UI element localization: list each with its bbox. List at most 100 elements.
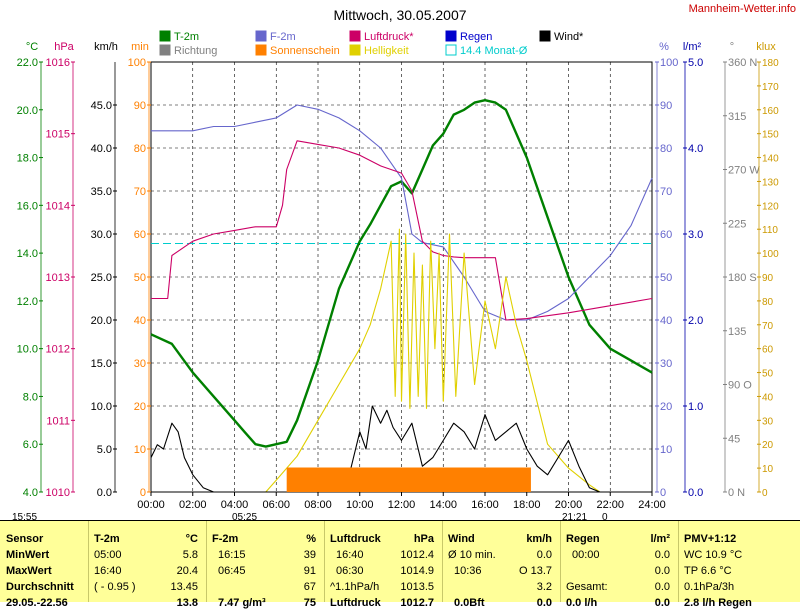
- wind-avg-value: 3.2: [536, 581, 552, 593]
- left-axis-2-tick-label: 10.0: [91, 401, 112, 413]
- right-axis-0-tick-label: 60: [660, 229, 672, 241]
- series-line-wind-: [150, 405, 611, 493]
- x-tick-label: 24:00: [638, 499, 666, 511]
- wind-min-value: 0.0: [536, 549, 552, 561]
- right-axis-3-tick-label: 140: [762, 154, 779, 165]
- left-axis-3-tick-label: 90: [134, 100, 146, 112]
- series-line-helligkeit: [265, 228, 601, 493]
- stats-col-pmv: PMV+1:12 WC 10.9 °C TP 6.6 °C 0.1hPa/3h …: [678, 521, 800, 609]
- wind-max-time: 10:36: [454, 565, 482, 577]
- legend-item: Sonnenschein: [270, 45, 340, 57]
- x-tick-label: 02:00: [179, 499, 207, 511]
- left-axis-1-tick-label: 1016: [46, 57, 70, 69]
- legend-item: 14.4 Monat-Ø: [460, 45, 528, 57]
- stats-header-t2m: T-2m: [94, 533, 120, 545]
- right-axis-0-tick-label: 10: [660, 444, 672, 456]
- series-line-f-2m: [151, 104, 653, 321]
- t2m-avg-value: 13.45: [170, 581, 198, 593]
- legend-swatch: [255, 30, 267, 42]
- left-axis-0-tick-label: 14.0: [17, 248, 38, 260]
- stats-unit-luftdruck: hPa: [413, 533, 434, 545]
- stats-col-sensor: Sensor MinWert MaxWert Durchschnitt 29.0…: [0, 521, 89, 609]
- left-axis-1-tick-label: 1010: [46, 487, 70, 499]
- x-tick-label: 20:00: [555, 499, 583, 511]
- x-tick-label: 16:00: [471, 499, 499, 511]
- legend-item: Helligkeit: [364, 45, 409, 57]
- legend-item: T-2m: [174, 31, 199, 43]
- pmv-rain-rate: 2.8 l/h Regen: [684, 597, 752, 609]
- right-axis-0-tick-label: 70: [660, 186, 672, 198]
- watermark[interactable]: Mannheim-Wetter.info: [689, 3, 796, 15]
- left-axis-2-tick-label: 30.0: [91, 229, 112, 241]
- luftdruck-max-time: 06:30: [336, 565, 364, 577]
- t2m-max-value: 20.4: [176, 565, 198, 577]
- right-axis-3-tick-label: 170: [762, 82, 779, 93]
- right-axis-3-tick-label: 130: [762, 177, 779, 188]
- chart-title: Mittwoch, 30.05.2007: [333, 7, 466, 23]
- stats-unit-wind: km/h: [526, 533, 552, 545]
- x-tick-label: 04:00: [221, 499, 249, 511]
- luftdruck-trend: ^1.1hPa/h: [330, 581, 380, 593]
- legend-item: Luftdruck*: [364, 31, 414, 43]
- regen-rate-note: 0.0 l/h: [566, 597, 598, 609]
- left-axis-0-tick-label: 6.0: [23, 439, 38, 451]
- right-axis-2-tick-label: 270 W: [728, 165, 760, 177]
- left-axis-0-tick-label: 8.0: [23, 391, 38, 403]
- stats-col-regen: Regen l/m² 00:00 0.0 0.0 Gesamt: 0.0 0.0 l/…: [560, 521, 679, 609]
- regen-min-value: 0.0: [654, 549, 670, 561]
- right-axis-1-tick-label: 0.0: [688, 487, 703, 499]
- left-axis-1-tick-label: 1013: [46, 272, 70, 284]
- pmv-pressure-trend: 0.1hPa/3h: [684, 581, 735, 593]
- axis-headers: °C hPa km/h min% l/m² ° klux: [26, 41, 776, 53]
- legend: T-2m Richtung F-2m Sonnenschein Luftdruck* He…: [159, 30, 584, 57]
- stats-unit-t2m: °C: [185, 533, 198, 545]
- left-axis-3-unit: min: [131, 41, 149, 53]
- stats-col-luftdruck: Luftdruck hPa 16:40 1012.4 06:30 1014.9 ^1.…: [324, 521, 443, 609]
- right-axis-2-tick-label: 45: [728, 433, 740, 445]
- right-axis-2-tick-label: 135: [728, 326, 746, 338]
- right-axis-1-tick-label: 1.0: [688, 401, 703, 413]
- right-axis-3-tick-label: 10: [762, 464, 774, 475]
- right-axis-1-tick-label: 2.0: [688, 315, 703, 327]
- left-axes: 4.06.08.010.012.014.016.018.020.022.0101…: [17, 57, 151, 499]
- weather-chart: Mittwoch, 30.05.2007 Mannheim-Wetter.inf…: [12, 3, 796, 520]
- right-axis-3-tick-label: 110: [762, 225, 778, 236]
- right-axis-0-unit: %: [659, 41, 669, 53]
- series-line-luftdruck-: [151, 140, 653, 321]
- left-axis-2-tick-label: 0.0: [97, 487, 112, 499]
- legend-swatch: [349, 30, 361, 42]
- right-axis-0-tick-label: 90: [660, 100, 672, 112]
- x-tick-label: 10:00: [346, 499, 374, 511]
- right-axis-2-tick-label: 315: [728, 111, 746, 123]
- luftdruck-max-value: 1014.9: [400, 565, 434, 577]
- left-axis-1-tick-label: 1015: [46, 129, 70, 141]
- regen-max-value: 0.0: [654, 565, 670, 577]
- moonset-label: 0: [602, 512, 608, 520]
- x-axis: 00:00 02:00 04:00 06:00 08:00 10:00 12:00 14:00…: [137, 492, 666, 511]
- right-axis-2-tick-label: 225: [728, 218, 746, 230]
- left-axis-3-tick-label: 10: [134, 444, 146, 456]
- x-tick-label: 18:00: [513, 499, 541, 511]
- right-axis-3-unit: klux: [756, 41, 776, 53]
- stats-label-min: MinWert: [6, 549, 50, 561]
- left-axis-0-tick-label: 4.0: [23, 487, 38, 499]
- stats-header-f2m: F-2m: [212, 533, 239, 545]
- series-bar-sonnenschein: [286, 467, 531, 492]
- legend-swatch: [159, 44, 171, 56]
- legend-item: Regen: [460, 31, 492, 43]
- stats-unit-regen: l/m²: [650, 533, 670, 545]
- legend-item: Richtung: [174, 45, 217, 57]
- series-layer: [150, 98, 653, 493]
- right-axis-2-tick-label: 90 O: [728, 380, 752, 392]
- right-axis-3-tick-label: 120: [762, 201, 779, 212]
- stats-header-pmv: PMV+1:12: [684, 533, 737, 545]
- right-axis-1-tick-label: 5.0: [688, 57, 703, 69]
- right-axis-3-tick-label: 0: [762, 488, 768, 499]
- t2m-max-time: 16:40: [94, 565, 122, 577]
- legend-swatch: [349, 44, 361, 56]
- right-axis-3-tick-label: 50: [762, 369, 774, 380]
- right-axis-3-tick-label: 150: [762, 130, 779, 141]
- legend-swatch: [445, 30, 457, 42]
- left-axis-1-tick-label: 1011: [46, 415, 70, 427]
- f2m-last-value: 75: [303, 597, 316, 609]
